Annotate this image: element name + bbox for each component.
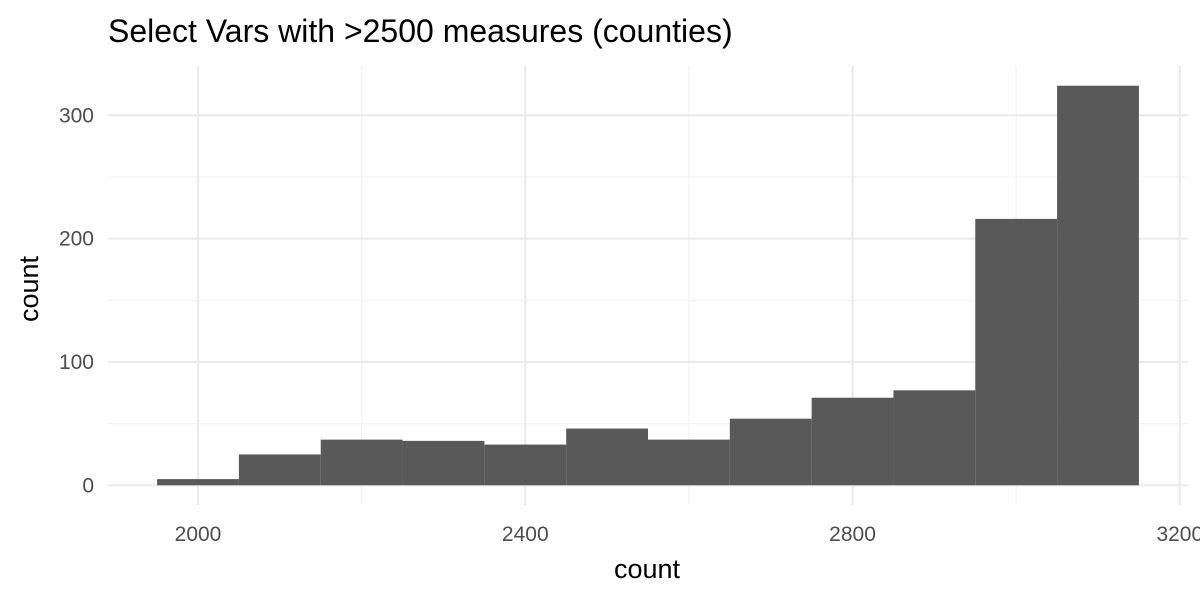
y-tick-label: 0 [82, 474, 94, 497]
histogram-bar [1057, 85, 1139, 486]
histogram-bar [238, 454, 321, 486]
histogram-bar [402, 440, 485, 486]
histogram-bar [157, 479, 239, 486]
y-tick-label: 200 [59, 228, 94, 251]
y-axis-ticks: 0 100 200 300 [59, 104, 94, 497]
x-axis-title: count [614, 554, 681, 584]
histogram-bar [484, 444, 567, 486]
x-tick-label: 3200 [1156, 523, 1200, 546]
x-tick-label: 2400 [502, 523, 549, 546]
histogram-bar [566, 428, 648, 486]
y-axis-title: count [14, 255, 44, 322]
chart-title: Select Vars with >2500 measures (countie… [108, 13, 733, 49]
x-axis-ticks: 2000 2400 2800 3200 [175, 523, 1200, 546]
histogram-bar [811, 397, 894, 486]
histogram-bars [157, 85, 1139, 486]
histogram-bar [648, 439, 730, 486]
histogram-bar [729, 418, 812, 486]
x-tick-label: 2000 [175, 523, 222, 546]
histogram-bar [893, 390, 976, 486]
histogram-bar [975, 218, 1058, 486]
y-tick-label: 100 [59, 351, 94, 374]
histogram-bar [320, 439, 403, 486]
y-tick-label: 300 [59, 104, 94, 127]
x-tick-label: 2800 [829, 523, 876, 546]
